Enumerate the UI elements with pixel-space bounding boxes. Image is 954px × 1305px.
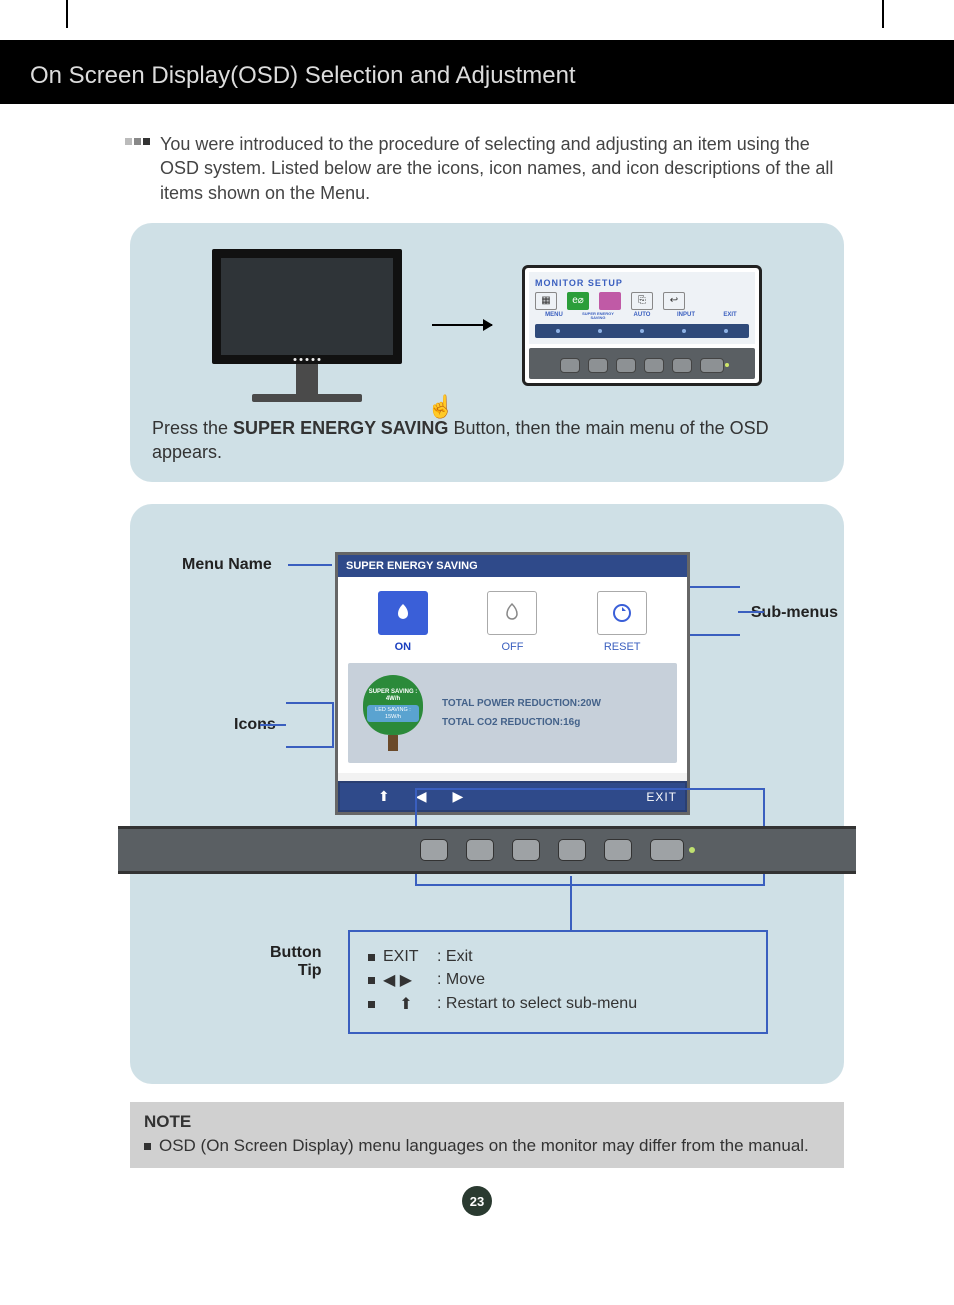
bezel-button	[604, 839, 632, 861]
bezel-button	[466, 839, 494, 861]
option-reset-icon	[597, 591, 647, 635]
bezel-button	[420, 839, 448, 861]
osd-small-title: MONITOR SETUP	[535, 278, 749, 288]
osd-titlebar: SUPER ENERGY SAVING	[338, 555, 687, 577]
figure-panel-1: MONITOR SETUP ▦ e⌀ ⎘ ↩ MENU SUPER ENERGY…	[130, 223, 844, 483]
osd-icon-row: ▦ e⌀ ⎘ ↩	[535, 292, 749, 310]
bezel-button	[512, 839, 540, 861]
leader-line	[260, 724, 286, 726]
label-sub-menus: Sub-menus	[751, 604, 838, 622]
bezel-power-button	[650, 839, 684, 861]
figure1-caption: Press the SUPER ENERGY SAVING Button, th…	[152, 416, 822, 465]
bullet-icon	[144, 1143, 151, 1150]
leader-line	[288, 564, 332, 566]
leader-line	[570, 876, 572, 932]
figure-panel-2: Menu Name Icons Sub-menus SUPER ENERGY S…	[130, 504, 844, 1084]
return-icon: ⬆	[378, 788, 390, 805]
bullet-icon	[125, 138, 150, 145]
osd-main-window: SUPER ENERGY SAVING ON OFF RESE	[335, 552, 690, 815]
page-number: 23	[462, 1186, 492, 1216]
bezel-buttons	[529, 348, 755, 379]
info-box: SUPER SAVING : 4W/hLED SAVING : 15W/h TO…	[348, 663, 677, 763]
bezel-button	[558, 839, 586, 861]
tree-icon: SUPER SAVING : 4W/hLED SAVING : 15W/h	[358, 675, 428, 751]
intro-text: You were introduced to the procedure of …	[160, 134, 833, 203]
option-on-icon	[378, 591, 428, 635]
option-off-icon	[487, 591, 537, 635]
auto-icon	[599, 292, 621, 310]
menu-icon: ▦	[535, 292, 557, 310]
option-icon-row	[348, 591, 677, 635]
button-tip-box: EXIT: Exit ◀ ▶: Move ⬆: Restart to selec…	[348, 930, 768, 1034]
note-box: NOTE OSD (On Screen Display) menu langua…	[130, 1102, 844, 1168]
reduction-stats: TOTAL POWER REDUCTION:20W TOTAL CO2 REDU…	[442, 694, 601, 732]
note-heading: NOTE	[144, 1112, 830, 1132]
option-label-row: ON OFF RESET	[348, 641, 677, 653]
label-menu-name: Menu Name	[182, 556, 272, 574]
monitor-illustration	[212, 249, 402, 402]
section-header: On Screen Display(OSD) Selection and Adj…	[0, 40, 954, 104]
intro-paragraph: You were introduced to the procedure of …	[160, 132, 844, 205]
eco-icon: e⌀	[567, 292, 589, 310]
osd-label-row: MENU SUPER ENERGY SAVING AUTO INPUT EXIT	[535, 312, 749, 320]
arrow-icon	[432, 324, 492, 326]
osd-zoom-illustration: MONITOR SETUP ▦ e⌀ ⎘ ↩ MENU SUPER ENERGY…	[522, 265, 762, 386]
leader-line	[738, 611, 764, 613]
hand-pointer-icon: ☝	[427, 394, 454, 420]
exit-icon: ↩	[663, 292, 685, 310]
monitor-bezel-buttons	[118, 826, 856, 874]
leader-line	[286, 702, 334, 748]
label-button-tip: Button Tip	[270, 944, 322, 980]
input-icon: ⎘	[631, 292, 653, 310]
note-text: OSD (On Screen Display) menu languages o…	[159, 1136, 809, 1156]
